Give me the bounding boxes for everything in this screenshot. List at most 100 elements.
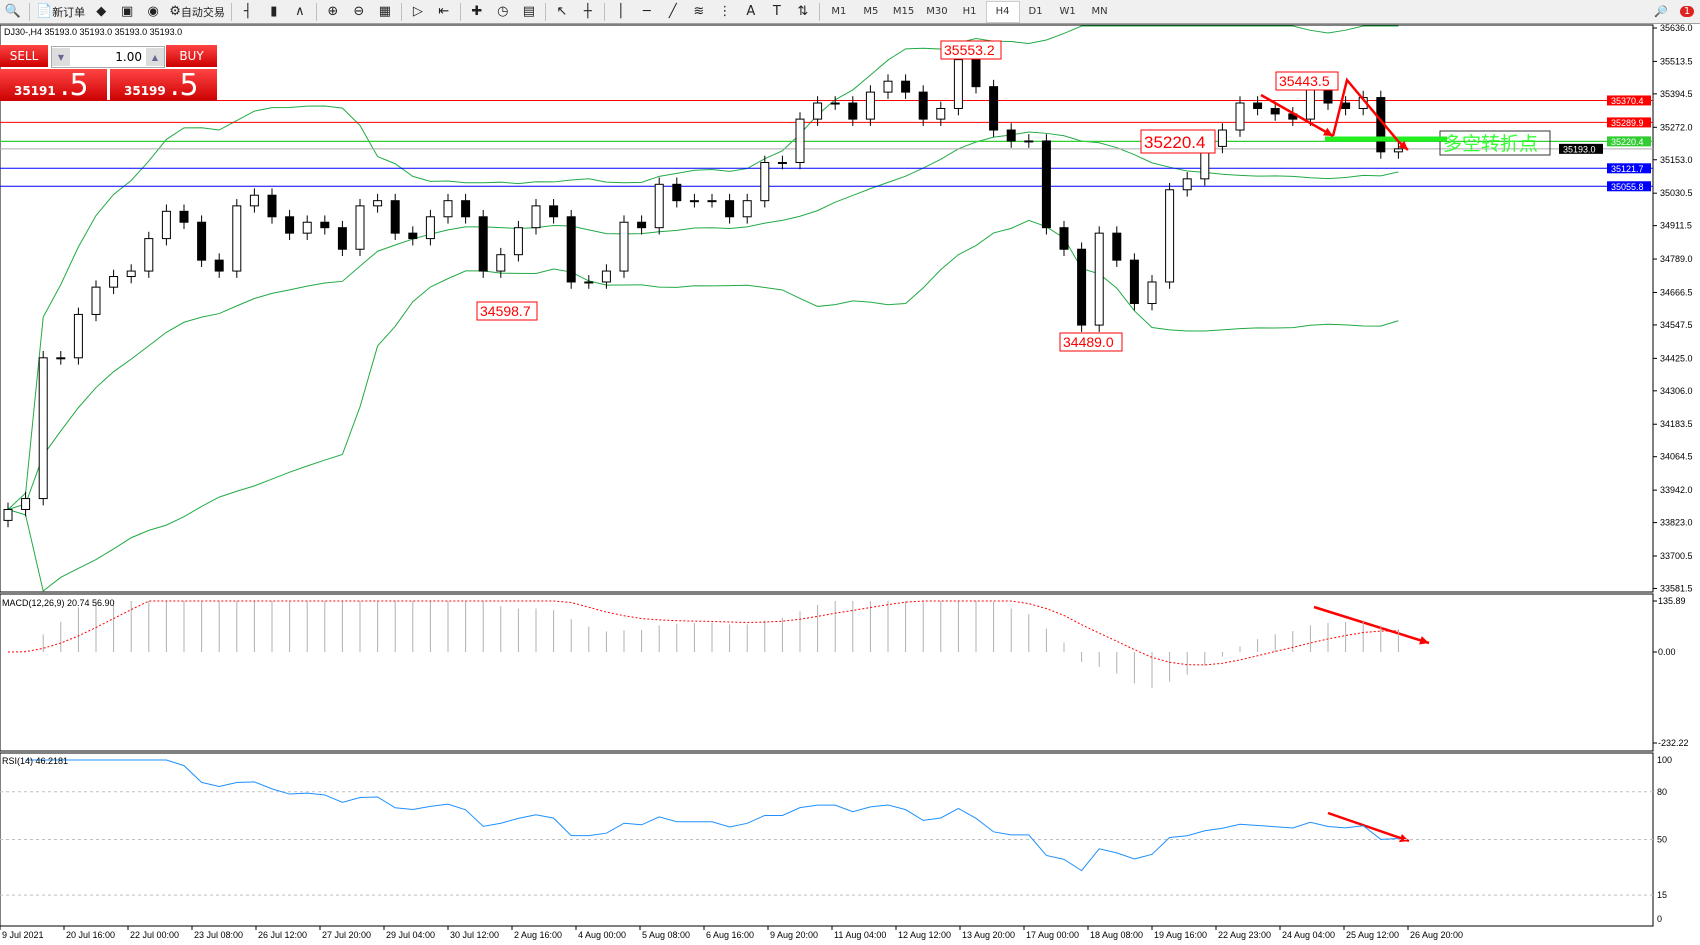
timeframe-m15[interactable]: M15 <box>892 6 915 17</box>
candle-body <box>918 91 928 120</box>
notifications-button[interactable]: 1 <box>1674 2 1700 22</box>
bar-chart-button[interactable]: ┤ <box>235 2 261 22</box>
chart-shift-button[interactable]: ⇤ <box>431 2 457 22</box>
candle-body <box>1059 227 1069 250</box>
arrows-button[interactable]: ⇅ <box>790 2 816 22</box>
candle-body <box>496 254 506 272</box>
fibonacci-button[interactable]: ≋ <box>686 2 712 22</box>
sell-price: 35191 <box>14 84 56 98</box>
new-order-button[interactable]: 📄 新订单 <box>33 2 88 22</box>
zoom-icon: 🔍 <box>4 4 22 19</box>
chart-header: DJ30-,H4 35193.0 35193.0 35193.0 35193.0 <box>4 27 183 37</box>
candle-body <box>865 91 875 120</box>
zoom-out-button[interactable]: ⊖ <box>346 2 372 22</box>
candle-body <box>531 205 541 229</box>
candle-body <box>689 200 699 203</box>
price-tick-label: 34183.5 <box>1660 419 1693 429</box>
line-chart-button[interactable]: ∧ <box>287 2 313 22</box>
candle-body <box>1393 148 1403 153</box>
fibo-fan-button[interactable]: ⋮ <box>712 2 738 22</box>
search-icon[interactable]: 🔎 <box>1654 5 1668 18</box>
price-annotation: 35553.2 <box>944 42 995 58</box>
horizontal-line-button[interactable]: ─ <box>634 2 660 22</box>
time-tick-label: 20 Jul 16:00 <box>66 930 115 940</box>
price-tick-label: 34306.0 <box>1660 386 1693 396</box>
chart-shift-icon: ⇤ <box>438 4 450 19</box>
timeframe-m1[interactable]: M1 <box>831 6 847 17</box>
price-annotation: 34489.0 <box>1063 334 1114 350</box>
toolbar-label: 新订单 <box>52 5 86 19</box>
navigator-button[interactable]: ▣ <box>114 2 140 22</box>
candle-body <box>214 259 224 272</box>
timeframe-d1[interactable]: D1 <box>1028 6 1043 17</box>
metaeditor-button[interactable]: ◆ <box>88 2 114 22</box>
new-order-icon: 📄 <box>36 4 53 19</box>
toolbar-separator <box>400 2 402 21</box>
candle-body <box>989 86 999 131</box>
time-tick-label: 12 Aug 12:00 <box>898 930 951 940</box>
buy-button[interactable]: BUY <box>166 45 217 67</box>
signals-button[interactable]: ◉ <box>140 2 166 22</box>
sell-button[interactable]: SELL <box>0 45 48 67</box>
trendline-button[interactable]: ╱ <box>660 2 686 22</box>
candle-body <box>549 205 559 218</box>
templates-button[interactable]: ▤ <box>516 2 542 22</box>
macd-tick-label: -232.22 <box>1658 738 1689 748</box>
crosshair-button[interactable]: ┼ <box>575 2 601 22</box>
candle-body <box>1253 102 1263 109</box>
lot-increase-icon[interactable]: ▲ <box>146 48 164 66</box>
periods-button[interactable]: ◷ <box>490 2 516 22</box>
buy-price-pips: .5 <box>170 68 199 103</box>
timeframe-h4[interactable]: H4 <box>985 0 1020 23</box>
toolbar: 🔍 📄 新订单 ◆ ▣ ◉ ⚙ 自动交易 ┤ ▮ ∧ ⊕ ⊖ ▦ ▷ ⇤ ✚ ◷ ▤ ↖ ┼ │ ─ ╱ ≋ ⋮ A T ⇅ M1 M5 M1… <box>0 0 1700 24</box>
text-icon: A <box>746 4 756 19</box>
buy-price: 35199 <box>124 84 166 98</box>
timeframe-m30[interactable]: M30 <box>926 6 948 17</box>
candle-body <box>337 227 347 250</box>
price-level-tag <box>1607 136 1651 147</box>
candle-body <box>725 200 735 218</box>
sell-price-button[interactable]: 35191 .5 <box>0 68 107 103</box>
macd-divergence-arrow-head <box>1419 636 1429 645</box>
candle-body <box>1041 140 1051 229</box>
text-label-button[interactable]: T <box>764 2 790 22</box>
candle-body <box>619 221 629 272</box>
arrows-icon: ⇅ <box>797 4 809 19</box>
lot-decrease-icon[interactable]: ▼ <box>52 48 70 66</box>
candle-body <box>1165 189 1175 283</box>
cursor-button[interactable]: ↖ <box>549 2 575 22</box>
price-tick-label: 35636.0 <box>1660 23 1693 33</box>
time-tick-label: 13 Aug 20:00 <box>962 930 1015 940</box>
zoom-in-icon: ⊕ <box>327 4 339 19</box>
price-tick-label: 33942.0 <box>1660 485 1693 495</box>
bollinger-lower-band <box>7 219 1399 592</box>
autotrading-button[interactable]: ⚙ 自动交易 <box>166 2 228 22</box>
candle-body <box>73 313 83 359</box>
candlestick-button[interactable]: ▮ <box>261 2 287 22</box>
time-tick-label: 30 Jul 12:00 <box>450 930 499 940</box>
toolbar-label: 自动交易 <box>180 5 225 19</box>
buy-price-button[interactable]: 35199 .5 <box>110 68 217 103</box>
zoom-in-button[interactable]: ⊕ <box>320 2 346 22</box>
tile-windows-button[interactable]: ▦ <box>372 2 398 22</box>
autoscroll-button[interactable]: ▷ <box>405 2 431 22</box>
timeframe-h1[interactable]: H1 <box>962 6 977 17</box>
candle-body <box>1112 232 1122 261</box>
time-tick-label: 6 Aug 16:00 <box>706 930 754 940</box>
vertical-line-button[interactable]: │ <box>608 2 634 22</box>
timeframe-m5[interactable]: M5 <box>863 6 879 17</box>
indicators-button[interactable]: ✚ <box>464 2 490 22</box>
text-button[interactable]: A <box>738 2 764 22</box>
candle-body <box>584 281 594 284</box>
timeframe-w1[interactable]: W1 <box>1059 6 1076 17</box>
timeframe-mn[interactable]: MN <box>1091 6 1108 17</box>
candle-body <box>461 200 471 218</box>
candle-body <box>601 270 611 283</box>
lot-size-field[interactable]: ▼ 1.00 ▲ <box>51 46 165 68</box>
zoom-button[interactable]: 🔍 <box>0 2 26 22</box>
candle-body <box>953 59 963 109</box>
candle-body <box>267 194 277 218</box>
one-click-trading-panel: SELL ▼ 1.00 ▲ BUY 35191 .5 35199 .5 <box>0 45 217 103</box>
lot-size-value[interactable]: 1.00 <box>115 50 142 64</box>
